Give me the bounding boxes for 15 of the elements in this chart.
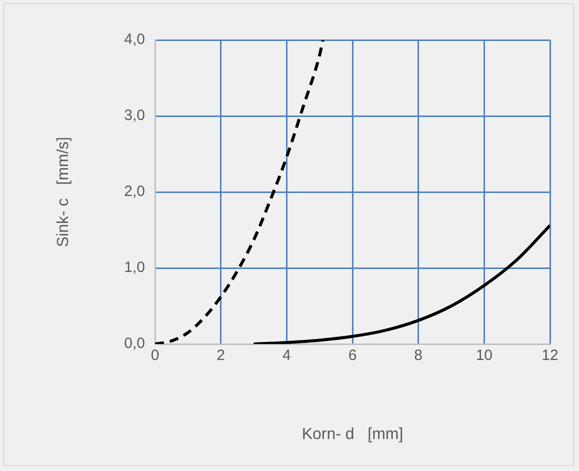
line-series <box>252 224 550 344</box>
x-tick-label: 4 <box>282 347 291 364</box>
x-tick-label: 0 <box>150 347 160 364</box>
x-tick-label: 6 <box>348 347 357 364</box>
x-axis-title: Korn- d [mm] <box>302 426 404 443</box>
y-tick-label: 1,0 <box>124 259 145 276</box>
y-tick-label: 0,0 <box>124 335 145 352</box>
y-tick-label: 2,0 <box>124 183 145 200</box>
y-tick-label: 4,0 <box>124 31 145 48</box>
x-tick-label: 2 <box>216 347 226 364</box>
y-tick-label: 3,0 <box>124 107 145 124</box>
x-tick-label: 12 <box>542 347 558 364</box>
y-axis-title: Sink- c [mm/s] <box>55 136 72 248</box>
x-tick-label: 8 <box>414 347 423 364</box>
x-tick-label: 10 <box>476 347 493 364</box>
